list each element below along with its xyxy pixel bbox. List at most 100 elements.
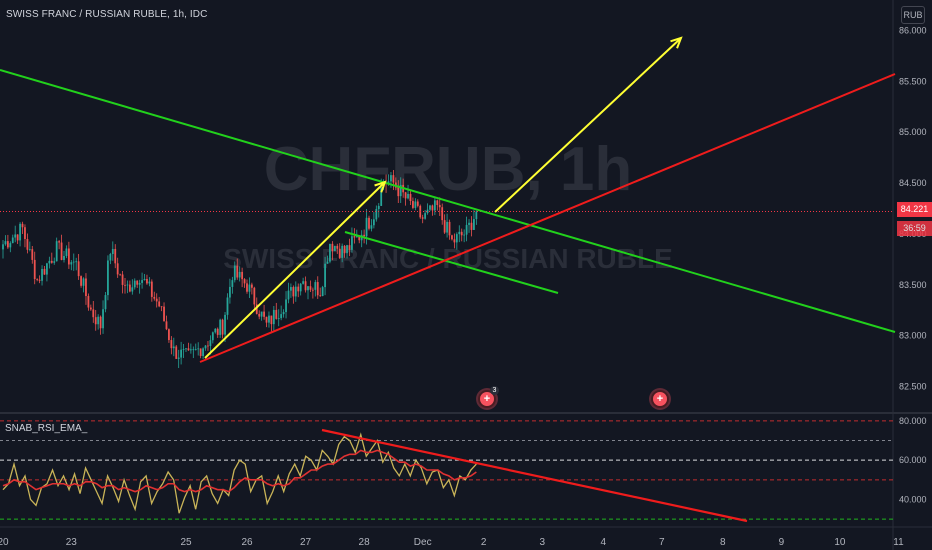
candle-body bbox=[346, 245, 348, 254]
currency-button[interactable]: RUB bbox=[901, 6, 925, 24]
candle-body bbox=[433, 200, 436, 211]
candle-body bbox=[172, 346, 175, 349]
candle-body bbox=[409, 193, 412, 202]
candle-body bbox=[248, 284, 251, 292]
candle-body bbox=[214, 328, 217, 333]
candle-body bbox=[119, 274, 122, 276]
candle-body bbox=[131, 287, 134, 292]
price-tick-label: 85.500 bbox=[899, 76, 927, 86]
candle-body bbox=[460, 231, 463, 236]
candle-body bbox=[324, 263, 326, 288]
candle-body bbox=[153, 296, 156, 299]
candle-body bbox=[177, 357, 180, 359]
candle-body bbox=[292, 287, 295, 297]
candle-body bbox=[211, 332, 214, 341]
candle-body bbox=[314, 282, 317, 290]
candle-body bbox=[204, 345, 207, 349]
time-tick-label: 3 bbox=[539, 537, 545, 548]
candle-body bbox=[216, 328, 219, 335]
candle-body bbox=[165, 321, 168, 330]
time-tick-label: 7 bbox=[659, 537, 665, 548]
candle-body bbox=[329, 243, 331, 262]
candle-body bbox=[331, 243, 334, 251]
candles bbox=[2, 170, 478, 369]
candle-body bbox=[441, 207, 444, 221]
candle-body bbox=[304, 281, 307, 291]
candle-body bbox=[197, 348, 200, 350]
candle-body bbox=[19, 223, 21, 241]
candle-body bbox=[370, 225, 373, 229]
time-tick-label: 2 bbox=[481, 537, 487, 548]
candle-body bbox=[43, 268, 46, 275]
candle-body bbox=[48, 260, 51, 264]
candle-body bbox=[404, 192, 407, 199]
candle-body bbox=[426, 209, 429, 214]
candle-body bbox=[104, 295, 107, 310]
price-tick-label: 86.000 bbox=[899, 25, 927, 35]
candle-body bbox=[209, 340, 212, 347]
candle-body bbox=[21, 223, 24, 228]
candle-body bbox=[424, 213, 427, 219]
candle-body bbox=[163, 306, 165, 322]
candle-body bbox=[392, 175, 395, 183]
candle-body bbox=[168, 329, 170, 341]
candle-body bbox=[4, 241, 7, 245]
candle-body bbox=[26, 238, 29, 250]
candle-body bbox=[111, 248, 114, 255]
time-tick-label: 27 bbox=[300, 537, 312, 548]
candle-body bbox=[236, 265, 239, 278]
candle-body bbox=[336, 245, 339, 249]
watermark-ticker: CHFRUB, 1h bbox=[264, 135, 633, 204]
candle-body bbox=[9, 243, 12, 248]
candle-body bbox=[194, 349, 197, 350]
candle-body bbox=[31, 249, 34, 260]
candle-body bbox=[33, 259, 36, 280]
upper-trendline bbox=[0, 69, 896, 333]
candle-body bbox=[438, 205, 441, 208]
candle-body bbox=[326, 261, 329, 264]
candle-body bbox=[155, 298, 158, 302]
candle-body bbox=[55, 241, 58, 262]
time-tick-label: 10 bbox=[834, 537, 846, 548]
candle-body bbox=[316, 282, 319, 296]
candle-body bbox=[241, 271, 244, 280]
candle-body bbox=[46, 263, 48, 275]
rsi-indicator-title[interactable]: SNAB_RSI_EMA_ bbox=[5, 423, 88, 434]
candle-body bbox=[414, 201, 417, 208]
candle-body bbox=[351, 236, 353, 250]
candle-body bbox=[67, 248, 70, 265]
candle-body bbox=[399, 184, 402, 197]
symbol-title[interactable]: SWISS FRANC / RUSSIAN RUBLE, 1h, IDC bbox=[6, 9, 208, 20]
event-flag-icon[interactable]: + bbox=[651, 390, 669, 408]
candle-body bbox=[455, 234, 458, 243]
candle-body bbox=[182, 349, 185, 350]
candle-body bbox=[265, 316, 268, 323]
candle-body bbox=[280, 314, 283, 319]
candle-body bbox=[50, 260, 53, 263]
time-tick-label: 20 bbox=[0, 537, 9, 548]
candle-body bbox=[2, 244, 4, 250]
candle-body bbox=[358, 236, 361, 241]
price-tick-label: 85.000 bbox=[899, 127, 927, 137]
rsi-tick-label: 80.000 bbox=[899, 416, 927, 426]
candle-body bbox=[258, 313, 261, 317]
candle-body bbox=[16, 234, 19, 241]
candle-body bbox=[338, 248, 341, 258]
candle-body bbox=[121, 274, 124, 285]
candle-body bbox=[463, 234, 466, 236]
candle-body bbox=[141, 280, 143, 283]
candle-body bbox=[290, 287, 292, 291]
candle-body bbox=[65, 248, 68, 256]
candle-body bbox=[38, 279, 41, 281]
candle-body bbox=[133, 280, 136, 288]
candle-body bbox=[221, 319, 224, 335]
candle-body bbox=[28, 249, 31, 250]
candle-body bbox=[282, 312, 285, 315]
candle-body bbox=[94, 317, 97, 325]
candle-body bbox=[412, 201, 414, 208]
time-tick-label: 26 bbox=[241, 537, 253, 548]
candle-body bbox=[372, 219, 375, 226]
candle-body bbox=[365, 217, 368, 237]
